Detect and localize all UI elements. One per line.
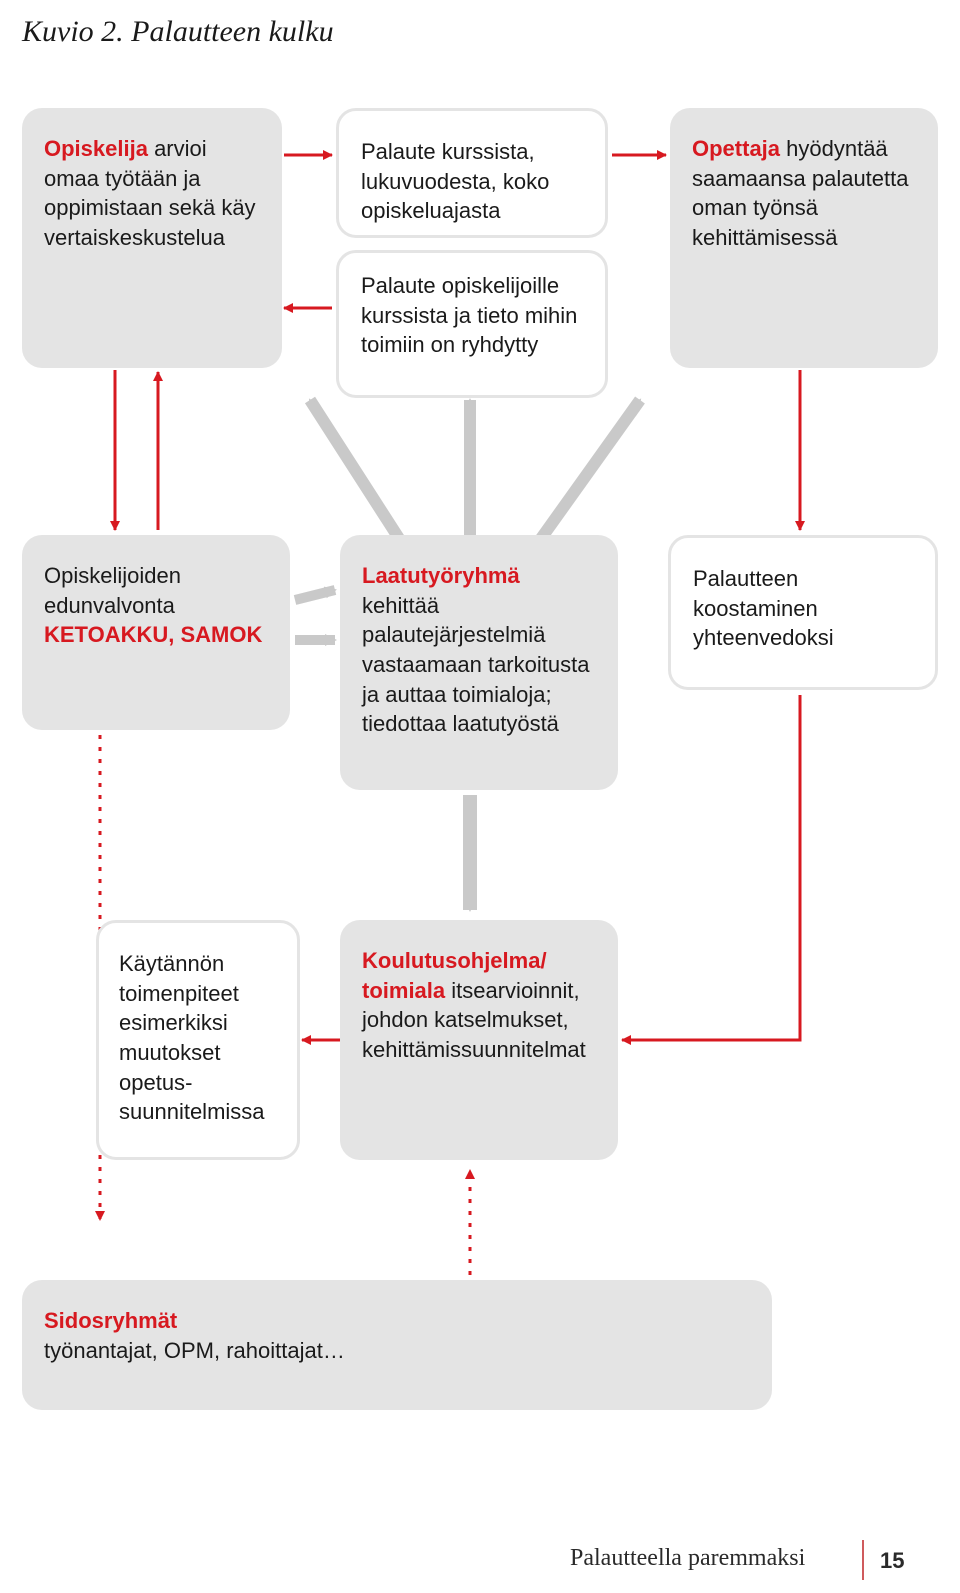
footer-divider xyxy=(862,1540,864,1580)
node-laatu-rest: kehittää palautejärjestelmiä vastaamaan … xyxy=(362,593,589,737)
node-kaytannon-text: Käytännön toimenpiteet esimerkiksi muuto… xyxy=(119,951,265,1124)
footer-title: Palautteella paremmaksi xyxy=(570,1545,805,1572)
node-opettaja-lead: Opettaja xyxy=(692,136,780,161)
node-sidosryhmat: Sidosryhmät työnantajat, OPM, rahoittaja… xyxy=(22,1280,772,1410)
node-palaute-kurssista: Palaute kurssista, lukuvuodesta, koko op… xyxy=(336,108,608,238)
node-palaute2-text: Palaute opiskelijoille kurssista ja tiet… xyxy=(361,273,577,357)
node-edunvalvonta: Opiskelijoiden edunvalvonta KETOAKKU, SA… xyxy=(22,535,290,730)
node-opiskelija-lead: Opiskelija xyxy=(44,136,148,161)
node-opiskelija: Opiskelija arvioi omaa työtään ja oppimi… xyxy=(22,108,282,368)
node-koostaminen: Palautteen koostaminen yhteenvedoksi xyxy=(668,535,938,690)
node-laatu-lead: Laatutyöryhmä xyxy=(362,563,520,588)
node-koostaminen-text: Palautteen koostaminen yhteenvedoksi xyxy=(693,566,834,650)
node-opettaja: Opettaja hyödyntää saamaansa palautetta … xyxy=(670,108,938,368)
node-edunvalvonta-red: KETOAKKU, SAMOK xyxy=(44,622,262,647)
footer-page-number: 15 xyxy=(880,1548,904,1574)
figure-title: Kuvio 2. Palautteen kulku xyxy=(22,15,334,49)
node-edunvalvonta-top: Opiskelijoiden edunvalvonta xyxy=(44,563,181,618)
node-palaute-opiskelijoille: Palaute opiskelijoille kurssista ja tiet… xyxy=(336,250,608,398)
node-koulutusohjelma: Koulutusohjelma/ toimiala itsearvioinnit… xyxy=(340,920,618,1160)
node-kaytannon: Käytännön toimenpiteet esimerkiksi muuto… xyxy=(96,920,300,1160)
node-sidos-lead: Sidosryhmät xyxy=(44,1308,177,1333)
node-laatutyoryhma: Laatutyöryhmä kehittää palautejärjestelm… xyxy=(340,535,618,790)
node-palaute1-text: Palaute kurssista, lukuvuodesta, koko op… xyxy=(361,139,549,223)
node-sidos-rest: työnantajat, OPM, rahoittajat… xyxy=(44,1338,345,1363)
